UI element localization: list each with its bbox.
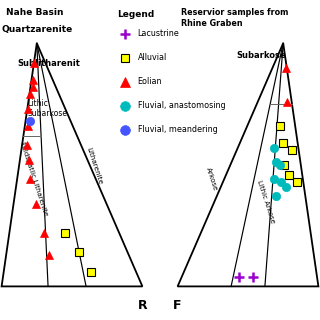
Text: F: F xyxy=(173,299,182,312)
Text: Fluvial, anastomosing: Fluvial, anastomosing xyxy=(138,101,225,110)
Text: Quartzarenite: Quartzarenite xyxy=(2,25,73,34)
Text: Reservior samples from
Rhine Graben: Reservior samples from Rhine Graben xyxy=(181,8,288,28)
Text: Lithic Arkose: Lithic Arkose xyxy=(256,179,276,224)
Text: Eolian: Eolian xyxy=(138,77,162,86)
Text: Alluvial: Alluvial xyxy=(138,53,167,62)
Text: Arkose: Arkose xyxy=(205,167,218,192)
Text: Subarkose: Subarkose xyxy=(237,52,286,60)
Text: Lithic
Subarkose: Lithic Subarkose xyxy=(27,99,67,118)
Text: Fluvial, meandering: Fluvial, meandering xyxy=(138,125,217,134)
Text: Legend: Legend xyxy=(117,10,154,19)
Text: Nahe Basin: Nahe Basin xyxy=(6,8,64,17)
Text: R: R xyxy=(138,299,147,312)
Text: Litharenite: Litharenite xyxy=(85,147,102,186)
Text: Sublitharenit: Sublitharenit xyxy=(18,60,80,68)
Text: Feldspatlic Litharenite: Feldspatlic Litharenite xyxy=(19,141,49,217)
Text: Lacustrine: Lacustrine xyxy=(138,29,179,38)
